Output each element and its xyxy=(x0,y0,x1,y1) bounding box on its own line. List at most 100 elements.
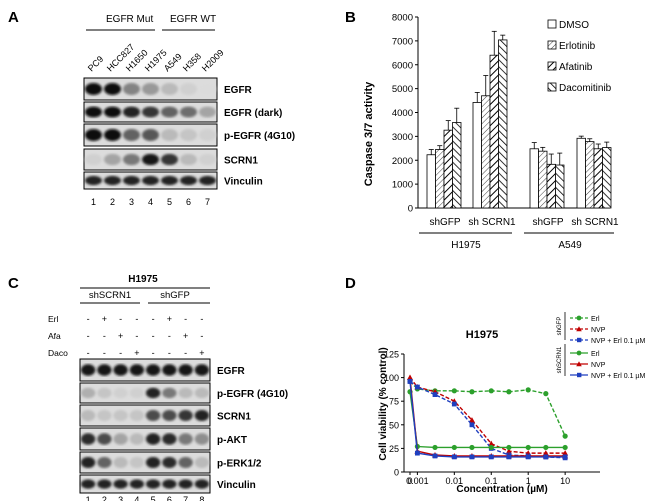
legend-label: NVP xyxy=(591,327,606,334)
treatment-sign: - xyxy=(168,348,171,358)
panel-d-letter: D xyxy=(345,275,356,292)
blot-band xyxy=(142,153,159,166)
blot-band xyxy=(104,106,121,118)
lane-number: 5 xyxy=(167,197,172,207)
data-point xyxy=(543,454,549,460)
lane-number: 2 xyxy=(110,197,115,207)
blot-band xyxy=(145,387,161,399)
y-tick-label: 6000 xyxy=(392,60,413,71)
panel-d-ylabel: Cell viability (% control) xyxy=(378,347,389,460)
treatment-sign: - xyxy=(119,348,122,358)
blot-band xyxy=(180,129,197,141)
legend-label: Erl xyxy=(591,316,600,323)
treatment-sign: - xyxy=(103,331,106,341)
data-point xyxy=(432,444,438,451)
y-tick-label: 0 xyxy=(408,204,413,215)
blot-band xyxy=(142,83,159,95)
blot-band xyxy=(161,83,178,95)
data-point xyxy=(469,422,475,428)
y-tick-label: 75 xyxy=(389,397,399,407)
blot-band xyxy=(97,457,112,468)
data-point xyxy=(414,384,420,390)
blot-band xyxy=(178,457,193,468)
data-point xyxy=(488,440,495,447)
panel-d: D H1975 Cell viability (% control) Conce… xyxy=(345,275,645,495)
blot-band xyxy=(178,364,193,376)
panel-b-ylabel: Caspase 3/7 activity xyxy=(363,81,375,186)
treatment-sign: - xyxy=(135,314,138,324)
blot-band xyxy=(80,479,96,489)
category-label: sh SCRN1 xyxy=(571,217,619,228)
cell-line-label: PC9 xyxy=(86,54,105,73)
blot-band xyxy=(142,175,159,186)
lane-number: 2 xyxy=(102,495,107,501)
treatment-sign: + xyxy=(134,348,139,358)
lane-number: 3 xyxy=(129,197,134,207)
legend-label: DMSO xyxy=(559,20,589,31)
treatment-sign: - xyxy=(168,331,171,341)
blot-band xyxy=(194,410,210,421)
data-point xyxy=(488,454,494,460)
treatment-sign: - xyxy=(200,314,203,324)
treatment-label: Afa xyxy=(48,331,61,341)
blot-strip xyxy=(79,404,211,427)
blot-band xyxy=(85,129,102,141)
blot-label: EGFR xyxy=(217,366,246,377)
treatment-sign: - xyxy=(184,348,187,358)
cell-group-label: A549 xyxy=(558,240,582,251)
blot-band xyxy=(162,433,177,445)
blot-band xyxy=(85,83,102,95)
data-point xyxy=(505,448,512,454)
bar xyxy=(498,39,508,209)
panel-c: C H1975 shSCRN1 shGFP Erl - + - - - + - - Afa - - + -… xyxy=(8,274,288,501)
legend-label: NVP xyxy=(591,362,606,369)
data-point xyxy=(432,392,438,397)
blot-strip xyxy=(79,474,211,494)
treatment-label: Daco xyxy=(48,348,68,358)
data-point xyxy=(469,389,475,395)
blot-band xyxy=(199,106,216,118)
data-point xyxy=(562,444,568,451)
blot-label: EGFR xyxy=(224,85,253,96)
lane-number: 6 xyxy=(167,495,172,501)
blot-band xyxy=(129,457,145,468)
data-point xyxy=(407,374,413,380)
lane-number: 7 xyxy=(205,197,210,207)
data-point xyxy=(525,444,531,451)
blot-band xyxy=(80,364,96,376)
blot-band xyxy=(129,433,145,445)
legend-marker xyxy=(577,372,582,378)
panel-c-letter: C xyxy=(8,275,19,292)
bar xyxy=(443,129,453,209)
legend-swatch xyxy=(547,19,557,29)
blot-band xyxy=(199,153,216,166)
bar xyxy=(576,137,586,209)
blot-band xyxy=(97,364,112,376)
blot-band xyxy=(180,175,197,186)
treatment-sign: + xyxy=(183,331,188,341)
data-point xyxy=(432,453,438,459)
legend-swatch xyxy=(547,40,557,50)
blot-band xyxy=(123,106,140,118)
x-tick-label: 0.1 xyxy=(485,476,498,486)
blot-band xyxy=(178,433,193,445)
data-point xyxy=(506,389,512,395)
treatment-sign: + xyxy=(199,348,204,358)
lane-number: 4 xyxy=(134,495,139,501)
blot-band xyxy=(178,410,193,421)
blot-band xyxy=(161,106,178,118)
blot-band xyxy=(194,387,210,399)
blot-label: Vinculin xyxy=(217,480,256,491)
bar xyxy=(593,148,603,209)
blot-label: p-EGFR (4G10) xyxy=(217,389,288,400)
data-point xyxy=(451,444,457,451)
legend-swatch xyxy=(547,61,557,71)
bar xyxy=(481,95,491,209)
lane-number: 6 xyxy=(186,197,191,207)
blot-band xyxy=(123,175,140,186)
category-label: shGFP xyxy=(429,217,460,228)
legend-swatch xyxy=(547,82,557,92)
blot-band xyxy=(113,479,128,489)
blot-band xyxy=(104,153,121,166)
